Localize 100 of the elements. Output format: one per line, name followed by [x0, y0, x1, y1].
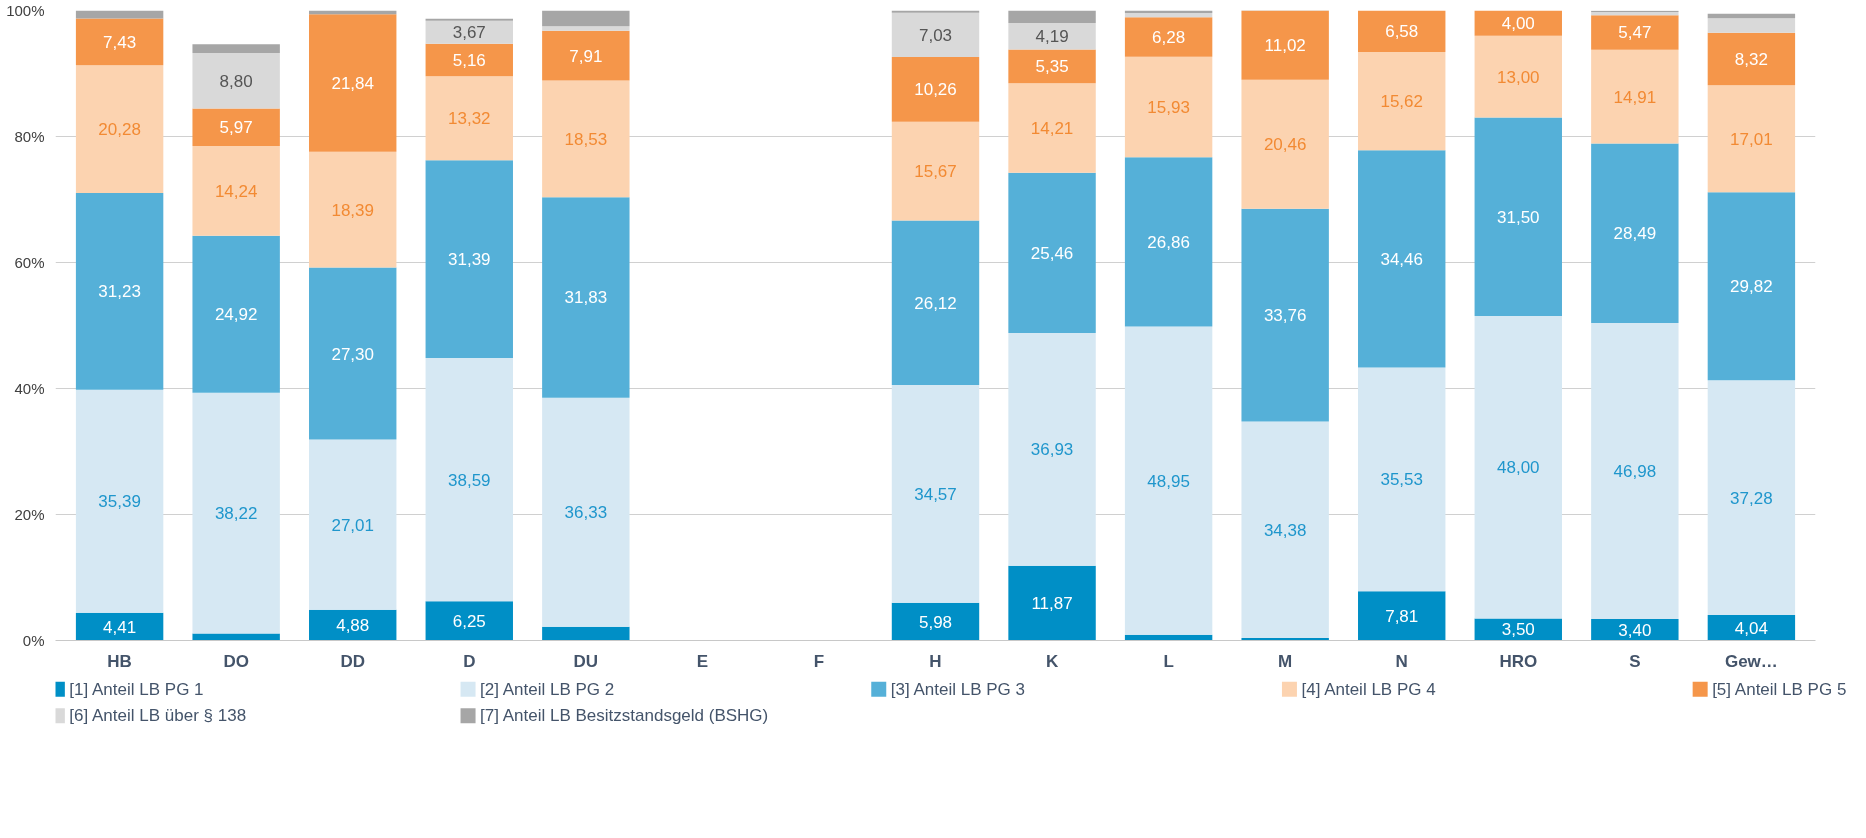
data-label: 21,84: [331, 73, 374, 93]
bar: [1358, 10, 1446, 52]
data-label: 36,33: [564, 503, 608, 523]
bar: [1591, 323, 1679, 620]
data-label: 14,24: [214, 181, 258, 201]
y-tick-label: 0%: [22, 632, 45, 649]
data-label: 7,43: [103, 32, 137, 52]
data-label: 34,46: [1380, 249, 1423, 269]
bar: [1707, 13, 1796, 19]
data-label: 6,25: [452, 611, 486, 631]
bar: [309, 151, 397, 268]
data-label: 6,28: [1152, 28, 1186, 48]
data-label: 36,93: [1030, 440, 1074, 460]
bar: [1358, 150, 1446, 368]
y-tick-label: 20%: [14, 506, 45, 523]
data-label: 38,59: [448, 470, 491, 490]
data-label: 31,39: [448, 250, 491, 270]
bar: [1358, 591, 1446, 641]
bar: [1124, 17, 1213, 57]
bar: [309, 267, 397, 440]
data-label: 8,80: [219, 71, 253, 91]
bar: [1474, 316, 1562, 619]
bar: [1008, 10, 1096, 24]
x-tick-label: L: [1163, 651, 1174, 671]
data-label: 48,00: [1497, 458, 1540, 478]
data-label: 17,01: [1730, 129, 1773, 149]
data-label: 35,39: [98, 492, 141, 512]
data-label: 7,91: [569, 46, 603, 66]
data-label: 3,67: [452, 23, 486, 43]
bar: [1591, 49, 1679, 144]
bar: [425, 76, 513, 161]
bar: [891, 57, 980, 122]
data-label: 18,53: [564, 129, 608, 149]
bar: [1008, 23, 1096, 50]
bar: [1008, 172, 1096, 334]
data-label: 4,19: [1035, 27, 1069, 47]
bar: [425, 601, 513, 641]
bar: [1008, 565, 1096, 641]
legend-label: [7] Anteil LB Besitzstandsgeld (BSHG): [480, 706, 769, 726]
x-tick-label: E: [696, 651, 709, 671]
bar: [542, 397, 630, 627]
bar: [192, 53, 280, 109]
data-label: 8,32: [1734, 49, 1768, 69]
data-label: 7,81: [1385, 606, 1419, 626]
data-label: 26,12: [914, 293, 957, 313]
bar: [1241, 10, 1329, 80]
data-label: 14,91: [1613, 87, 1657, 107]
data-label: 18,39: [331, 200, 374, 220]
bar: [542, 626, 630, 641]
data-label: 31,50: [1497, 207, 1540, 227]
bar: [542, 26, 630, 31]
bar: [1358, 367, 1446, 592]
x-tick-label: K: [1045, 651, 1059, 671]
bar: [75, 389, 164, 613]
data-label: 38,22: [214, 504, 258, 524]
data-label: 33,76: [1263, 306, 1307, 326]
data-label: 4,00: [1501, 14, 1535, 34]
data-label: 10,26: [914, 80, 957, 100]
data-label: 5,97: [219, 118, 253, 138]
data-label: 34,57: [914, 484, 957, 504]
data-label: 3,50: [1501, 620, 1535, 640]
data-label: 11,87: [1031, 594, 1073, 614]
x-tick-label: DU: [573, 651, 599, 671]
bar: [75, 193, 164, 390]
data-label: 5,16: [452, 51, 486, 71]
bar: [1707, 192, 1796, 381]
data-label: 13,32: [448, 109, 491, 129]
y-tick-label: 40%: [14, 380, 45, 397]
data-label: 24,92: [214, 305, 258, 325]
x-tick-label: HRO: [1499, 651, 1538, 671]
data-label: 28,49: [1613, 224, 1657, 244]
data-label: 15,62: [1380, 92, 1423, 112]
bar: [1707, 32, 1796, 86]
bar: [542, 197, 630, 398]
bar: [1008, 49, 1096, 84]
bar: [1008, 83, 1096, 173]
data-label: 4,88: [336, 616, 370, 636]
data-label: 14,21: [1030, 118, 1074, 138]
x-tick-label: H: [929, 651, 942, 671]
bar: [75, 18, 164, 66]
data-label: 26,86: [1147, 232, 1190, 252]
bar: [1241, 208, 1329, 422]
legend-label: [4] Anteil LB PG 4: [1301, 679, 1436, 699]
bar: [425, 160, 513, 359]
x-tick-label: F: [813, 651, 825, 671]
data-label: 25,46: [1030, 243, 1074, 263]
bar: [1707, 85, 1796, 193]
legend-label: [6] Anteil LB über § 138: [69, 706, 247, 726]
data-label: 46,98: [1613, 462, 1657, 482]
x-tick-label: N: [1395, 651, 1408, 671]
data-label: 15,93: [1147, 98, 1190, 118]
data-label: 13,00: [1497, 67, 1540, 87]
bar: [1124, 12, 1213, 18]
x-tick-label: DO: [223, 651, 249, 671]
bar: [1358, 51, 1446, 151]
x-tick-label: S: [1629, 651, 1641, 671]
bar: [542, 30, 630, 81]
data-label: 27,01: [331, 515, 374, 535]
data-label: 29,82: [1730, 277, 1773, 297]
bar: [1707, 18, 1796, 33]
